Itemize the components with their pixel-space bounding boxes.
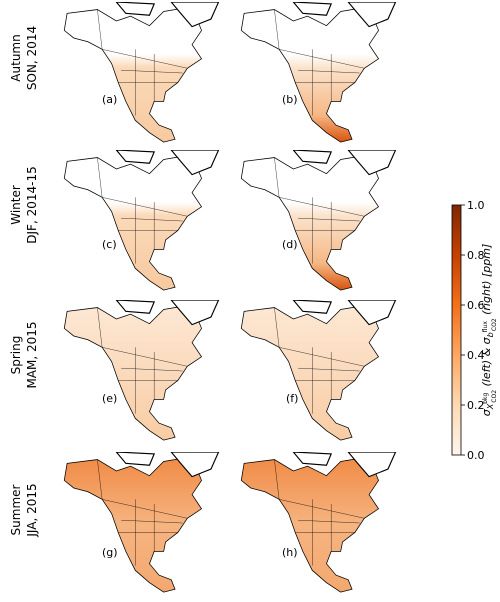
colorbar-tick-label: 0.8 (467, 249, 485, 262)
colorbar-tick-label: 1.0 (467, 199, 485, 212)
colorbar: σXbkg CO2 (left) & σbflux CO2 (right) [ppm… (451, 199, 498, 462)
row-labels: Autumn SON, 2014 Winter DJF, 2014-15 Spr… (9, 26, 39, 538)
label-part: σ (480, 408, 493, 416)
map (63, 452, 220, 593)
colorbar-gradient (451, 204, 462, 456)
colorbar-tick-label: 0.6 (467, 299, 485, 312)
map (240, 300, 397, 441)
label-part: CO2 (491, 318, 498, 331)
map (240, 2, 397, 143)
colorbar-tick-label: 0.2 (467, 399, 485, 412)
panel-label: (g) (102, 546, 118, 559)
panel-label: (d) (282, 238, 298, 251)
label-part: X (486, 403, 495, 410)
label-part: flux (482, 321, 489, 333)
map-panels (63, 2, 397, 593)
panel-label: (f) (286, 392, 298, 405)
row-period: SON, 2014 (25, 26, 39, 90)
map (63, 300, 220, 441)
panel-label: (e) (102, 392, 117, 405)
panel-label: (h) (282, 546, 298, 559)
row-period: MAM, 2015 (25, 321, 39, 388)
label-part: CO2 (491, 390, 498, 403)
map (63, 150, 220, 291)
panel-label: (a) (102, 93, 117, 106)
map (63, 2, 220, 143)
map (240, 150, 397, 291)
row-period: DJF, 2014-15 (25, 166, 39, 243)
row-period: JJA, 2015 (25, 483, 39, 537)
label-part: bkg (482, 393, 489, 404)
label-part: b (486, 332, 495, 337)
colorbar-tick-label: 0.4 (467, 349, 485, 362)
colorbar-tick-label: 0.0 (467, 449, 485, 462)
map (240, 452, 397, 593)
row-season: Winter (9, 185, 23, 225)
panel-labels: (a) (b) (c) (d) (e) (f) (g) (h) (102, 93, 298, 559)
label-part: (right) [ppm] (480, 244, 493, 319)
row-season: Spring (9, 336, 23, 375)
row-season: Autumn (9, 34, 23, 81)
panel-label: (c) (102, 238, 117, 251)
colorbar-label: σXbkg CO2 (left) & σbflux CO2 (right) [ppm… (480, 244, 498, 417)
row-season: Summer (9, 484, 23, 535)
panel-label: (b) (282, 93, 298, 106)
label-part: (left) & σ (480, 336, 493, 390)
